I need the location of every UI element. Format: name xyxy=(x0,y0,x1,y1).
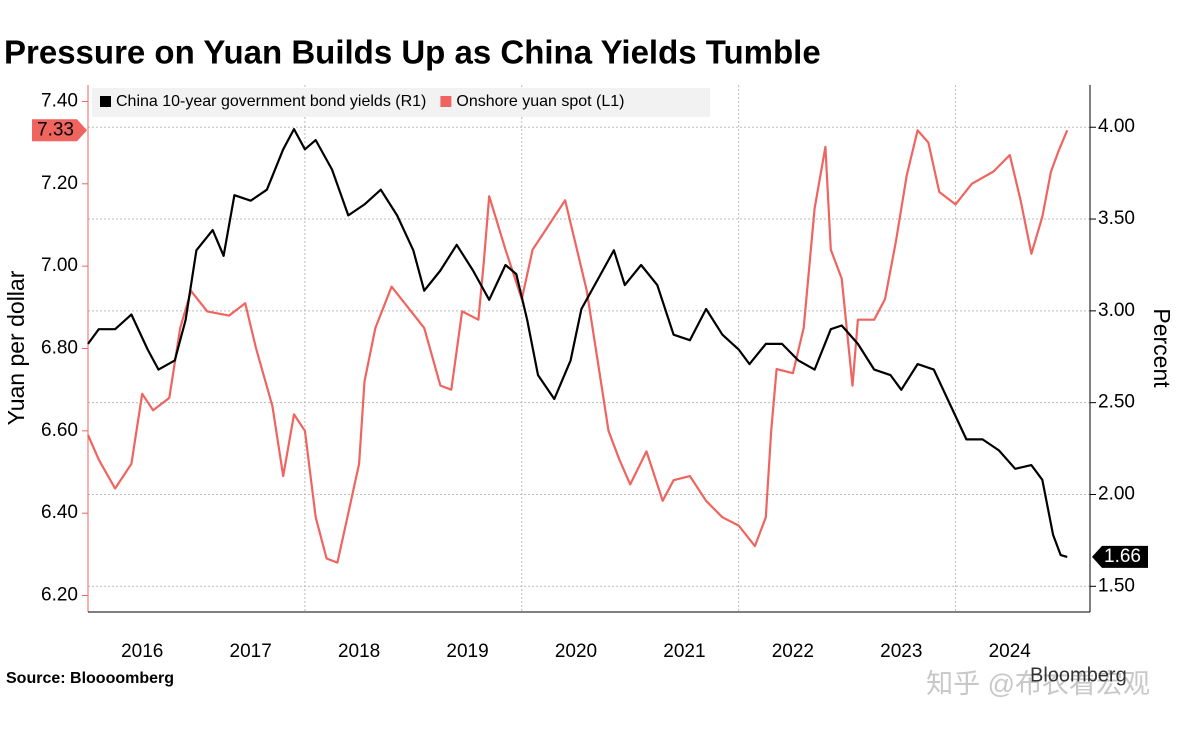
last-value-label: 7.33 xyxy=(37,119,74,140)
y-tick-label: 6.80 xyxy=(41,338,78,359)
x-tick-label: 2019 xyxy=(446,641,488,662)
y2-tick-label: 3.50 xyxy=(1098,208,1135,229)
last-value-tag xyxy=(1092,545,1148,568)
y2-tick-label: 2.50 xyxy=(1098,392,1135,413)
x-tick-label: 2023 xyxy=(880,641,922,662)
chart-title: Pressure on Yuan Builds Up as China Yiel… xyxy=(4,34,821,71)
x-tick-label: 2016 xyxy=(121,641,163,662)
last-value-tag xyxy=(32,119,87,142)
y2-tick-label: 3.00 xyxy=(1098,300,1135,321)
x-tick-label: 2018 xyxy=(338,641,380,662)
y2-tick-label: 1.50 xyxy=(1098,575,1135,596)
legend-box xyxy=(92,88,710,117)
y-tick-label: 7.00 xyxy=(41,255,78,276)
y2-tick-label: 2.00 xyxy=(1098,483,1135,504)
x-tick-label: 2022 xyxy=(772,641,814,662)
legend-swatch xyxy=(440,96,452,107)
y-axis-label: Yuan per dollar xyxy=(3,270,29,425)
series-line xyxy=(86,129,1069,564)
y-tick-label: 7.20 xyxy=(41,173,78,194)
x-tick-label: 2017 xyxy=(230,641,272,662)
source: Source: Bloooomberg xyxy=(6,670,174,687)
x-tick-label: 2020 xyxy=(555,641,597,662)
legend-label: China 10-year government bond yields (R1… xyxy=(116,93,426,110)
watermark: 知乎 @布衣看宏观 xyxy=(926,669,1150,699)
logo: Bloomberg xyxy=(1030,664,1127,686)
series-line xyxy=(87,128,1068,558)
legend-label: Onshore yuan spot (L1) xyxy=(456,93,624,110)
legend-swatch xyxy=(100,96,111,107)
y2-tick-label: 4.00 xyxy=(1098,116,1135,137)
x-tick-label: 2021 xyxy=(663,641,705,662)
y-tick-label: 7.40 xyxy=(41,90,78,111)
y-tick-label: 6.60 xyxy=(41,420,78,441)
y2-axis-label: Percent xyxy=(1149,308,1175,388)
x-tick-label: 2024 xyxy=(989,641,1032,662)
y-tick-label: 6.40 xyxy=(41,502,78,523)
last-value-label: 1.66 xyxy=(1104,546,1141,567)
y-tick-label: 6.20 xyxy=(41,585,78,606)
